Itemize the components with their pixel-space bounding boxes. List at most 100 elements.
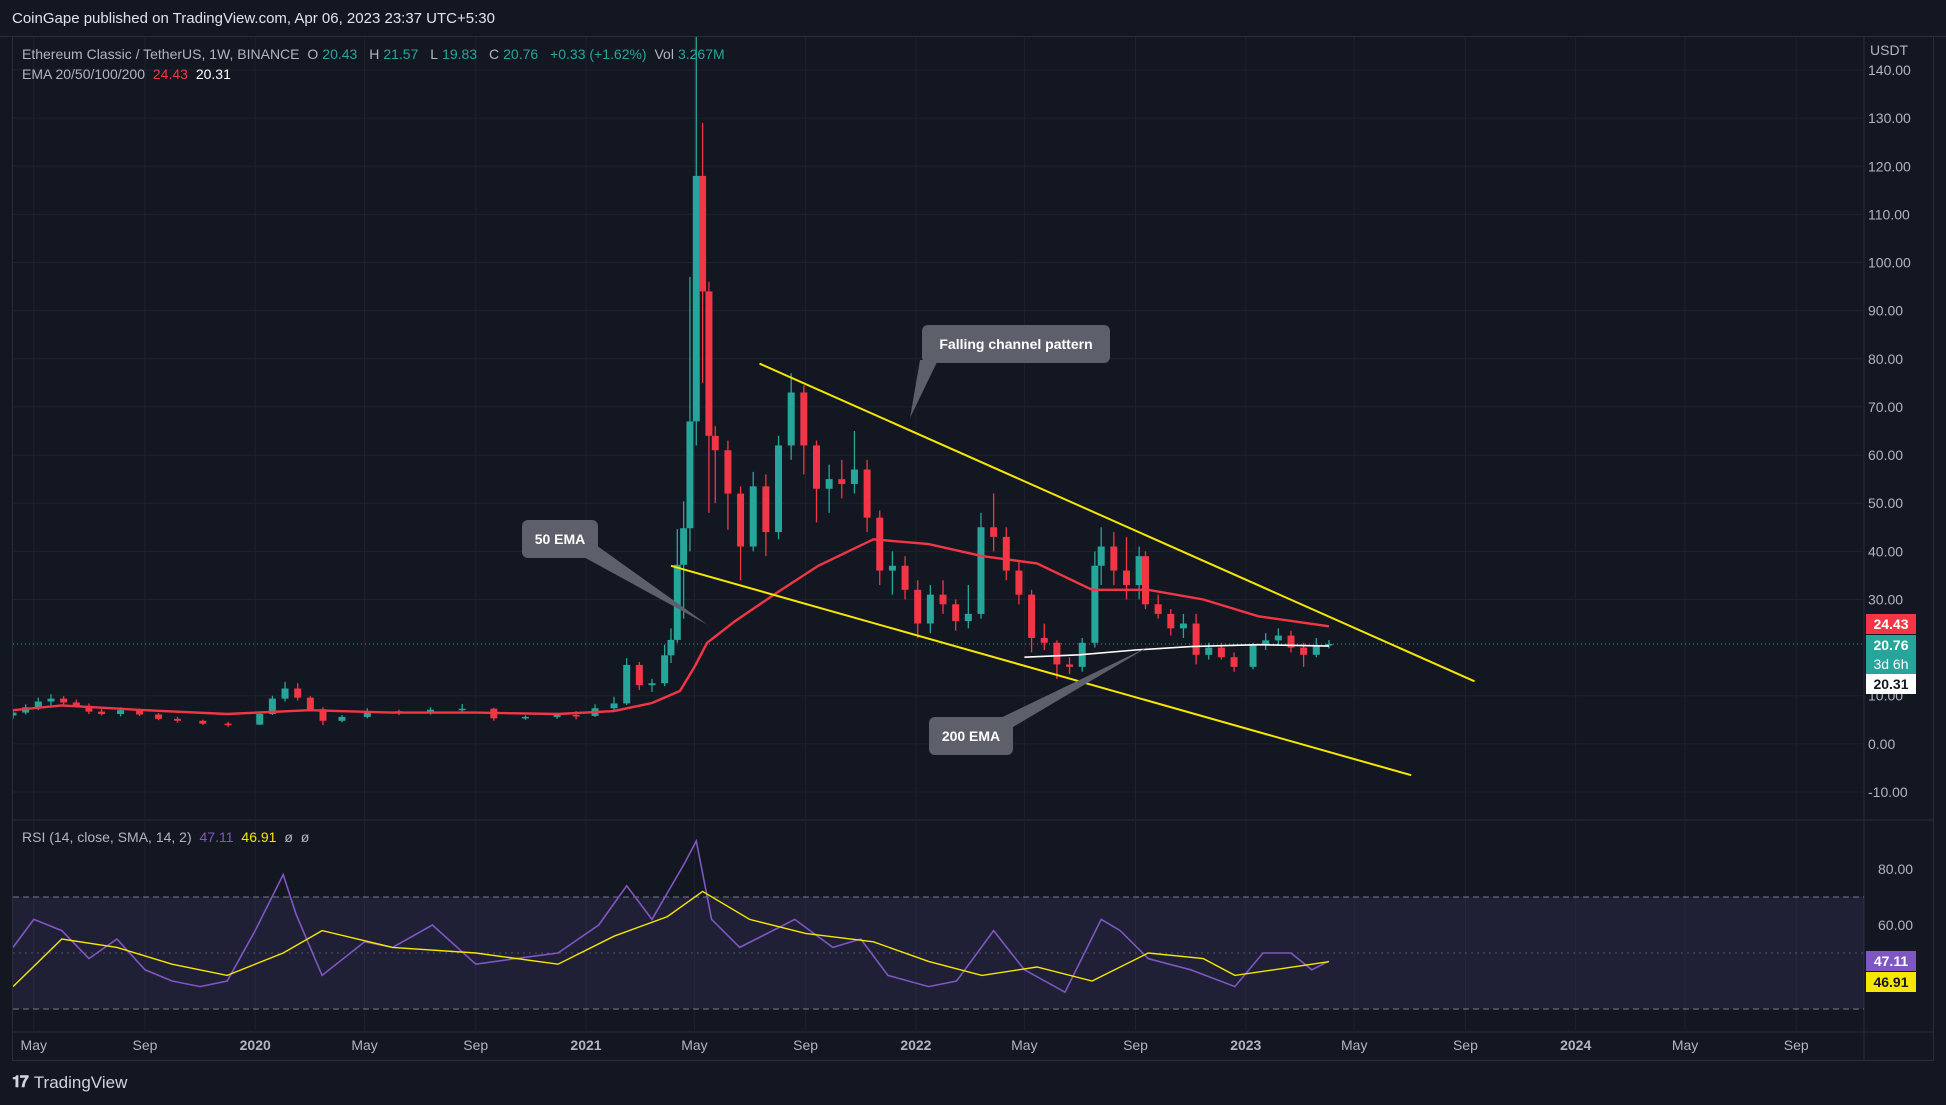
candle-body (363, 711, 371, 717)
candle-body (673, 564, 681, 640)
candle-body (1205, 647, 1213, 655)
ema50-value: 24.43 (152, 66, 188, 82)
candle-body (711, 435, 719, 451)
high-value: 21.57 (383, 46, 419, 62)
ema50-callout-text: 50 EMA (535, 531, 586, 547)
tradingview-logo[interactable]: 𝟏𝟕 TradingView (12, 1073, 127, 1093)
candle-body (762, 486, 770, 533)
chart-frame (12, 36, 1934, 1061)
rsi-scale-tag: 47.11 (1866, 951, 1916, 971)
candle-body (1262, 640, 1270, 646)
price-layer (13, 37, 1864, 777)
time-tick-label: Sep (132, 1037, 157, 1053)
candle-body (281, 688, 289, 699)
price-tick-label: 50.00 (1868, 495, 1903, 511)
channel-lower-line (670, 564, 1412, 777)
candle-body (850, 469, 858, 484)
candle-body (1287, 635, 1295, 648)
time-tick-label: May (1672, 1037, 1698, 1053)
candle-body (34, 701, 42, 708)
countdown-tag: 3d 6h (1866, 654, 1916, 674)
close-label: C (489, 46, 500, 62)
vol-value: 3.267M (677, 46, 725, 62)
candle-body (888, 565, 896, 571)
candle-body (427, 709, 435, 714)
symbol-legend[interactable]: Ethereum Classic / TetherUS, 1W, BINANCE… (22, 46, 733, 62)
price-tick-label: 80.00 (1868, 351, 1903, 367)
candle-body (553, 714, 561, 717)
candle-body (256, 714, 264, 725)
candle-body (1192, 623, 1200, 655)
candle-body (1040, 637, 1048, 643)
candle-body (521, 716, 529, 719)
price-tick-label: 130.00 (1868, 110, 1911, 126)
candle-body (1015, 570, 1023, 595)
candle-body (72, 702, 80, 706)
symbol-name[interactable]: Ethereum Classic / TetherUS, 1W, BINANCE (22, 46, 300, 62)
time-tick-label: Sep (1784, 1037, 1809, 1053)
rsi-band (13, 896, 1864, 1010)
candle-body (1312, 645, 1320, 655)
candle-body (1179, 623, 1187, 629)
candle-body (737, 493, 745, 547)
candle-body (268, 698, 276, 715)
price-tick-label: 40.00 (1868, 543, 1903, 559)
rsi-tick-label: 60.00 (1878, 917, 1913, 933)
time-tick-label: 2023 (1230, 1037, 1261, 1053)
candle-body (610, 703, 618, 709)
price-tick-label: 120.00 (1868, 158, 1911, 174)
falling-channel-callout-pointer (910, 360, 938, 418)
ema-name[interactable]: EMA 20/50/100/200 (22, 66, 145, 82)
candle-body (1167, 613, 1175, 629)
candle-body (939, 594, 947, 605)
candle-body (800, 392, 808, 446)
candle-body (926, 594, 934, 624)
candle-body (224, 723, 232, 726)
open-label: O (307, 46, 319, 62)
currency-label[interactable]: USDT (1870, 42, 1909, 58)
vol-label: Vol (654, 46, 674, 62)
rsi-extra-1: ø (284, 829, 293, 845)
candle-body (705, 291, 713, 436)
ema-legend[interactable]: EMA 20/50/100/200 24.43 20.31 (22, 66, 235, 82)
price-tick-label: 140.00 (1868, 62, 1911, 78)
rsi-name[interactable]: RSI (14, close, SMA, 14, 2) (22, 829, 192, 845)
candle-body (306, 697, 314, 710)
candle-body (1028, 594, 1036, 638)
ema50-callout-pointer (580, 545, 708, 625)
close-value: 20.76 (503, 46, 539, 62)
candle-body (1141, 556, 1149, 605)
last-price-tag: 20.76 (1866, 635, 1916, 655)
candle-body (338, 716, 346, 721)
candle-body (680, 528, 688, 565)
price-tick-label: 100.00 (1868, 255, 1911, 271)
candle-body (787, 392, 795, 446)
low-value: 19.83 (442, 46, 478, 62)
rsi-extra-2: ø (300, 829, 310, 845)
footer-bar (0, 1061, 1946, 1105)
candle-body (1230, 657, 1238, 667)
candle-body (812, 445, 820, 489)
candle-body (635, 664, 643, 686)
candle-body (648, 683, 656, 686)
rsi-sma-line (13, 890, 1330, 988)
time-tick-label: 2020 (240, 1037, 271, 1053)
candle-body (1300, 647, 1308, 655)
rsi-legend[interactable]: RSI (14, close, SMA, 14, 2) 47.11 46.91 … (22, 829, 313, 845)
candle-body (60, 698, 68, 703)
annotation-layer: Falling channel pattern 50 EMA 200 EMA (522, 325, 1148, 755)
price-tick-label: 90.00 (1868, 303, 1903, 319)
ema200-callout-text: 200 EMA (942, 728, 1000, 744)
rsi-line (13, 838, 1330, 994)
candle-body (914, 589, 922, 624)
time-tick-label: Sep (793, 1037, 818, 1053)
candle-body (863, 469, 871, 518)
time-tick-label: May (1011, 1037, 1037, 1053)
ema200-value: 20.31 (195, 66, 231, 82)
candle-body (13, 712, 17, 716)
candle-body (667, 639, 675, 656)
rsi-value: 47.11 (199, 829, 234, 845)
time-tick-label: 2021 (570, 1037, 601, 1053)
ema200-line (1024, 643, 1329, 658)
